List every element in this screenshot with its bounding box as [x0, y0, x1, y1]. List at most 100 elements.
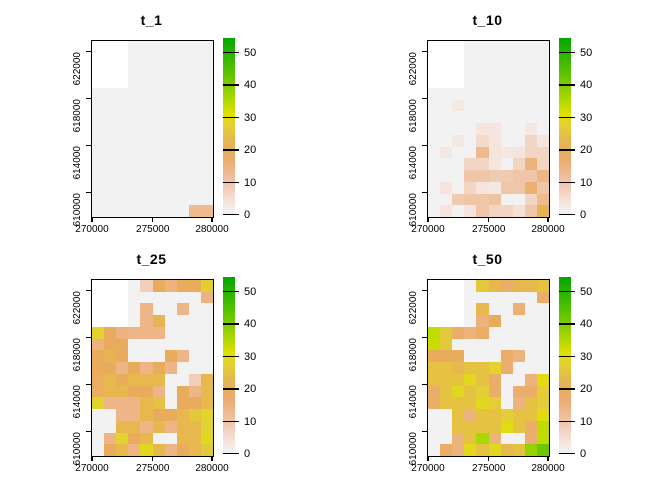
raster-cell: [440, 193, 453, 206]
raster-cell: [440, 397, 453, 410]
legend-tick-label: 40: [580, 79, 593, 92]
raster-cell: [452, 432, 465, 445]
raster-cell: [200, 134, 213, 147]
raster-cell: [464, 373, 477, 386]
x-axis-tick: [211, 217, 213, 222]
raster-cell: [464, 326, 477, 339]
x-axis-tick: [152, 217, 154, 222]
x-axis-tick-label: 275000: [472, 463, 506, 474]
raster-cell: [116, 41, 129, 53]
raster-cell: [92, 158, 105, 171]
raster-cell: [464, 409, 477, 421]
raster-cell: [512, 111, 525, 124]
raster-cell: [116, 170, 129, 182]
raster-cell: [512, 444, 525, 456]
raster-cell: [500, 291, 513, 304]
legend-tick-line: [223, 323, 239, 325]
raster-cell: [476, 420, 489, 433]
raster-cell: [104, 291, 117, 304]
raster-cell: [188, 99, 201, 112]
color-legend: 0 10 20 30 40 50: [223, 277, 285, 460]
raster-cell: [452, 291, 465, 304]
legend-tick-label: 10: [580, 176, 593, 189]
raster-cell: [164, 99, 177, 112]
raster-cell: [428, 76, 441, 88]
raster-cell: [152, 87, 165, 100]
raster-cell: [536, 123, 549, 135]
raster-cell: [92, 280, 105, 292]
raster-cell: [104, 52, 117, 65]
raster-cell: [488, 41, 501, 53]
raster-cell: [488, 158, 501, 171]
raster-cell: [488, 52, 501, 65]
raster-cell: [524, 87, 537, 100]
raster-cell: [164, 280, 177, 292]
raster-cell: [116, 303, 129, 316]
raster-cell: [512, 123, 525, 135]
raster-cell: [128, 111, 141, 124]
raster-cell: [512, 181, 525, 194]
raster-cell: [524, 280, 537, 292]
raster-cell: [452, 64, 465, 77]
raster-cell: [140, 193, 153, 206]
raster-cell: [200, 181, 213, 194]
raster-cell: [476, 123, 489, 135]
raster-cell: [176, 123, 189, 135]
raster-cell: [164, 41, 177, 53]
raster-cell: [116, 444, 129, 456]
legend-tick-line: [223, 84, 239, 86]
raster-cell: [464, 41, 477, 53]
raster-cell: [104, 385, 117, 398]
raster-cell: [488, 444, 501, 456]
legend-tick-line: [559, 116, 575, 119]
raster-cell: [452, 181, 465, 194]
raster-cell: [428, 326, 441, 339]
raster-cell: [92, 134, 105, 147]
raster-cell: [140, 362, 153, 374]
legend-tick-line: [223, 149, 239, 151]
raster-cell: [176, 64, 189, 77]
raster-cell: [92, 432, 105, 445]
raster-cell: [92, 76, 105, 88]
raster-cell: [464, 99, 477, 112]
y-axis-tick: [422, 97, 427, 100]
raster-cell: [488, 291, 501, 304]
raster-cell: [128, 373, 141, 386]
raster-cell: [152, 123, 165, 135]
plot-box: [91, 279, 214, 457]
raster-cell: [452, 134, 465, 147]
raster-cell: [92, 123, 105, 135]
y-axis-tick: [86, 97, 91, 100]
raster-cell: [476, 338, 489, 351]
raster-cell: [116, 432, 129, 445]
raster-cell: [140, 41, 153, 53]
y-axis-tick: [422, 51, 427, 53]
raster-cell: [536, 170, 549, 182]
raster-cell: [512, 170, 525, 182]
raster-cell: [488, 87, 501, 100]
raster-cell: [104, 338, 117, 351]
raster-cell: [488, 315, 501, 327]
raster-cell: [152, 181, 165, 194]
legend-tick-label: 20: [244, 383, 257, 396]
raster-cell: [152, 146, 165, 159]
raster-cell: [128, 315, 141, 327]
color-legend: 0 10 20 30 40 50: [559, 38, 621, 221]
x-axis-tick: [488, 456, 490, 461]
raster-cell: [536, 338, 549, 351]
raster-cell: [464, 350, 477, 363]
legend-tick-label: 20: [580, 144, 593, 157]
raster-cell: [524, 170, 537, 182]
raster-cell: [476, 205, 489, 217]
raster-cell: [476, 373, 489, 386]
raster-cell: [92, 41, 105, 53]
raster-cell: [452, 111, 465, 124]
raster-grid: [428, 280, 549, 456]
raster-cell: [128, 52, 141, 65]
raster-cell: [464, 444, 477, 456]
raster-cell: [500, 99, 513, 112]
raster-cell: [152, 280, 165, 292]
raster-cell: [476, 303, 489, 316]
y-axis-tick: [422, 336, 427, 339]
raster-cell: [440, 444, 453, 456]
